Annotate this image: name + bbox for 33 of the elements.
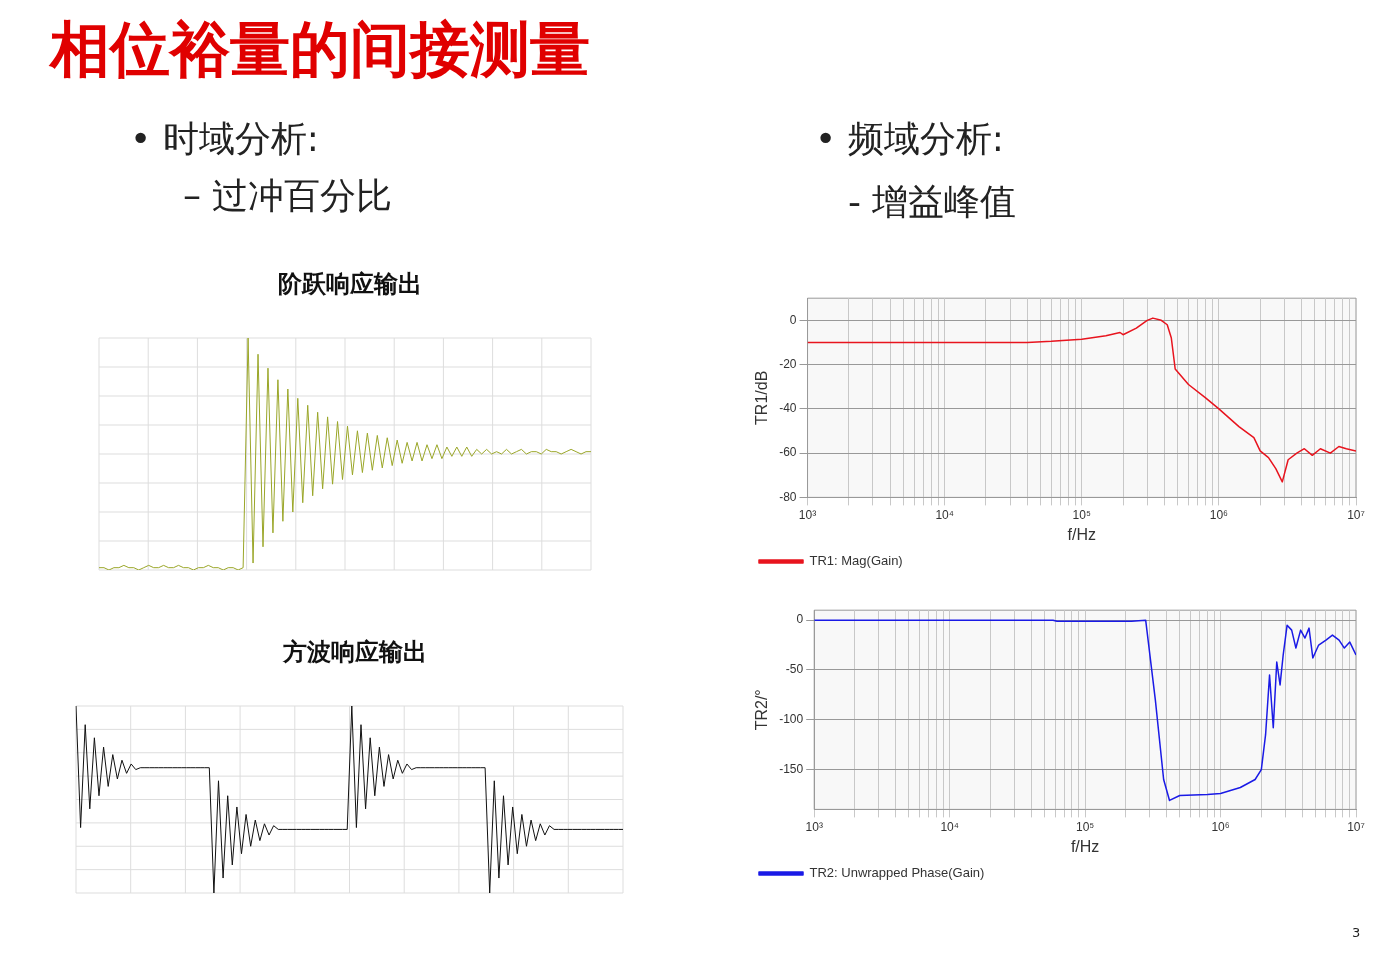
y-axis-title: TR2/° (753, 689, 771, 731)
y-axis-title: TR1/dB (753, 370, 771, 425)
text: – 过冲百分比 (183, 174, 393, 218)
y-tick-label: -50 (785, 662, 804, 677)
text: - 增益峰值 (848, 180, 1017, 224)
x-tick-label: 10⁴ (935, 507, 954, 522)
text: • 频域分析: (815, 117, 1004, 161)
legend-label: TR2: Unwrapped Phase(Gain) (809, 865, 985, 881)
x-tick-label: 10⁵ (1072, 507, 1091, 522)
x-axis-title: f/Hz (1070, 837, 1100, 855)
y-tick-label: -20 (779, 356, 797, 371)
chart-title: 方波响应输出 (281, 636, 428, 668)
x-tick-label: 10⁵ (1075, 819, 1095, 834)
x-tick-label: 10³ (798, 507, 817, 522)
y-tick-label: -80 (779, 489, 797, 504)
y-tick-label: -40 (779, 401, 797, 416)
x-tick-label: 10⁶ (1209, 507, 1229, 522)
x-tick-label: 10⁴ (940, 819, 959, 834)
legend-label: TR1: Mag(Gain) (809, 553, 903, 569)
text: 相位裕量的间接测量 (50, 13, 590, 86)
y-tick-label: 0 (789, 312, 797, 327)
x-tick-label: 10⁶ (1211, 819, 1230, 834)
y-tick-label: -150 (779, 761, 804, 776)
text: 3 (1352, 925, 1361, 940)
x-tick-label: 10³ (805, 819, 823, 834)
y-tick-label: 0 (796, 612, 804, 627)
x-tick-label: 10⁷ (1347, 819, 1365, 834)
chart-title: 阶跃响应输出 (277, 268, 423, 300)
text: • 时域分析: (130, 117, 319, 161)
x-tick-label: 10⁷ (1347, 507, 1365, 522)
y-tick-label: -100 (779, 712, 804, 727)
x-axis-title: f/Hz (1067, 525, 1096, 543)
y-tick-label: -60 (779, 445, 797, 460)
